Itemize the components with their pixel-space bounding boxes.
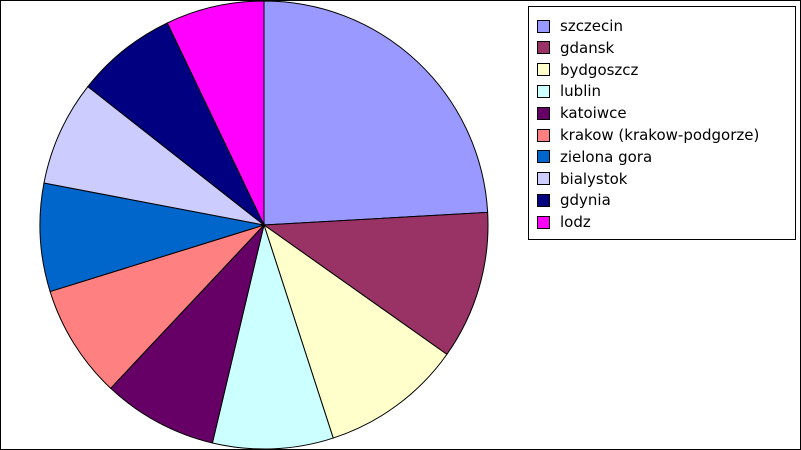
legend-item: bialystok [537,169,628,189]
legend-item: katoiwce [537,103,627,123]
legend-label: gdynia [560,191,611,210]
pie-slice-gdansk [262,211,489,356]
legend-item: bydgoszcz [537,60,638,80]
pie-slice-bydgoszcz [263,223,448,439]
legend: szczecin gdansk bydgoszcz lublin katoiwce kra… [528,6,796,240]
pie-slice-lodz [166,0,265,226]
legend-label: krakow (krakow-podgorze) [560,126,760,144]
legend-label: lodz [560,213,591,232]
pie-slice-katoiwce [109,223,265,444]
legend-label: bydgoszcz [560,60,639,79]
legend-item: zielona gora [537,147,652,167]
legend-swatch [537,172,550,186]
legend-swatch [537,63,550,77]
pie-slice-lublin [211,223,334,450]
legend-item: lodz [537,212,591,232]
pie-slice-zielona [39,182,265,293]
legend-swatch [537,19,550,33]
legend-label: katoiwce [560,104,627,123]
legend-swatch [537,193,550,207]
legend-swatch [537,41,550,55]
pie-slice-szczecin [263,0,489,226]
pie-slice-bialystok [43,85,265,226]
legend-swatch [537,84,550,98]
legend-item: gdansk [537,38,614,58]
pie-slice-gdynia [87,22,265,226]
legend-label: gdansk [560,38,615,57]
legend-label: bialystok [560,169,628,188]
legend-item: krakow (krakow-podgorze) [537,125,759,145]
legend-swatch [537,106,550,120]
legend-swatch [537,128,550,142]
legend-swatch [537,215,550,229]
legend-item: szczecin [537,16,623,36]
pie-slice-krakow [49,223,266,389]
legend-label: szczecin [560,17,623,35]
legend-label: zielona gora [560,147,653,166]
legend-item: gdynia [537,190,611,210]
legend-label: lublin [560,82,602,101]
legend-swatch [537,150,550,164]
legend-item: lublin [537,81,601,101]
